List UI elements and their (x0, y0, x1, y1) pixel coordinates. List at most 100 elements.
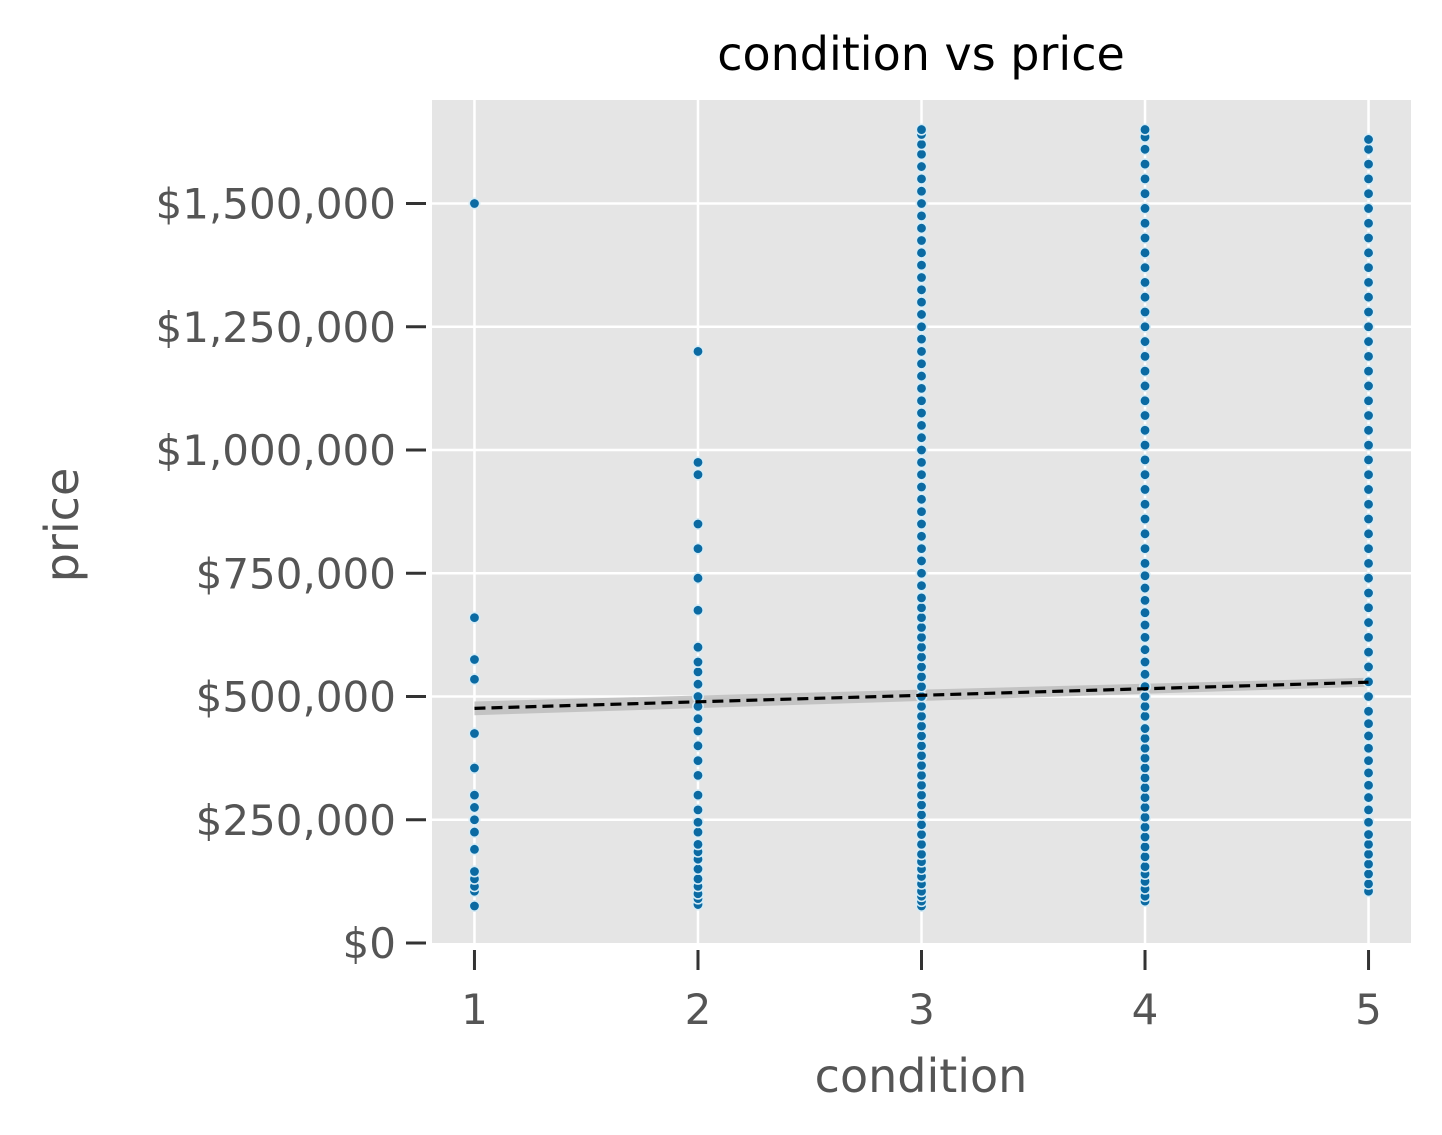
data-point (468, 197, 481, 210)
data-point (915, 271, 928, 284)
data-point (691, 838, 704, 851)
data-point (915, 160, 928, 173)
x-tick-label: 1 (461, 985, 488, 1034)
data-point (915, 419, 928, 432)
data-point (691, 739, 704, 752)
data-point (691, 863, 704, 876)
data-point (915, 579, 928, 592)
data-point (1139, 335, 1152, 348)
data-point (1362, 261, 1375, 274)
data-point (915, 333, 928, 346)
data-point (1139, 594, 1152, 607)
y-tick-label: $1,250,000 (156, 303, 396, 352)
x-tick-label: 2 (685, 985, 712, 1034)
data-point (1139, 569, 1152, 582)
data-point (915, 828, 928, 841)
data-point (691, 517, 704, 530)
data-point (1362, 468, 1375, 481)
data-point (1139, 291, 1152, 304)
data-point (1139, 860, 1152, 873)
data-point (1139, 439, 1152, 452)
data-point (915, 185, 928, 198)
data-point (1362, 291, 1375, 304)
data-point (915, 382, 928, 395)
y-tick-label: $250,000 (196, 796, 396, 845)
data-point (1139, 752, 1152, 765)
data-point (1362, 848, 1375, 861)
data-point (468, 865, 481, 878)
data-point (1139, 305, 1152, 318)
data-point (468, 761, 481, 774)
data-point (1362, 717, 1375, 730)
x-tick-label: 3 (908, 985, 935, 1034)
y-axis-ticks: $0 $250,000 $500,000 $750,000 $1,000,000 $1,2… (156, 180, 426, 968)
y-tick-label: $1,000,000 (156, 426, 396, 475)
data-point (915, 601, 928, 614)
data-point (1139, 379, 1152, 392)
data-point (1362, 705, 1375, 718)
data-point (915, 651, 928, 664)
data-point (915, 779, 928, 792)
data-point (1362, 246, 1375, 259)
data-point (915, 554, 928, 567)
data-point (915, 808, 928, 821)
x-axis-title: condition (815, 1049, 1028, 1103)
data-point (915, 283, 928, 296)
data-point (915, 517, 928, 530)
x-tick-label: 5 (1355, 985, 1382, 1034)
data-point (1362, 453, 1375, 466)
data-point (1139, 409, 1152, 422)
data-point (1139, 468, 1152, 481)
data-point (691, 655, 704, 668)
data-point (468, 900, 481, 913)
data-point (468, 843, 481, 856)
data-point (1362, 172, 1375, 185)
data-point (915, 542, 928, 555)
data-point (1139, 557, 1152, 570)
data-point (915, 838, 928, 851)
data-point (1139, 643, 1152, 656)
data-point (1139, 123, 1152, 136)
regression-line (474, 680, 1369, 710)
data-point (1362, 690, 1375, 703)
data-point (1139, 821, 1152, 834)
data-point (1139, 350, 1152, 363)
data-point (915, 769, 928, 782)
data-point (915, 631, 928, 644)
data-point (1139, 791, 1152, 804)
data-point (915, 172, 928, 185)
data-point (1139, 217, 1152, 230)
data-point (1362, 409, 1375, 422)
data-point (1139, 143, 1152, 156)
data-point (1139, 202, 1152, 215)
data-point (1362, 527, 1375, 540)
data-point (1139, 771, 1152, 784)
data-point (1362, 542, 1375, 555)
data-point (1362, 858, 1375, 871)
data-point (915, 720, 928, 733)
data-point (1139, 801, 1152, 814)
data-point (1139, 619, 1152, 632)
data-point (691, 769, 704, 782)
data-point (915, 700, 928, 713)
data-point (1362, 513, 1375, 526)
data-point (915, 197, 928, 210)
data-point (1139, 781, 1152, 794)
data-point (1362, 232, 1375, 245)
y-axis-title: price (35, 468, 89, 582)
data-point (1139, 742, 1152, 755)
data-point (915, 234, 928, 247)
data-point (915, 370, 928, 383)
data-point (915, 739, 928, 752)
data-point (1362, 133, 1375, 146)
data-point (915, 660, 928, 673)
data-point (1362, 660, 1375, 673)
data-point (915, 480, 928, 493)
data-point (915, 567, 928, 580)
data-point (1139, 700, 1152, 713)
data-point (915, 444, 928, 457)
data-point (915, 320, 928, 333)
data-point (915, 431, 928, 444)
data-point (915, 357, 928, 370)
